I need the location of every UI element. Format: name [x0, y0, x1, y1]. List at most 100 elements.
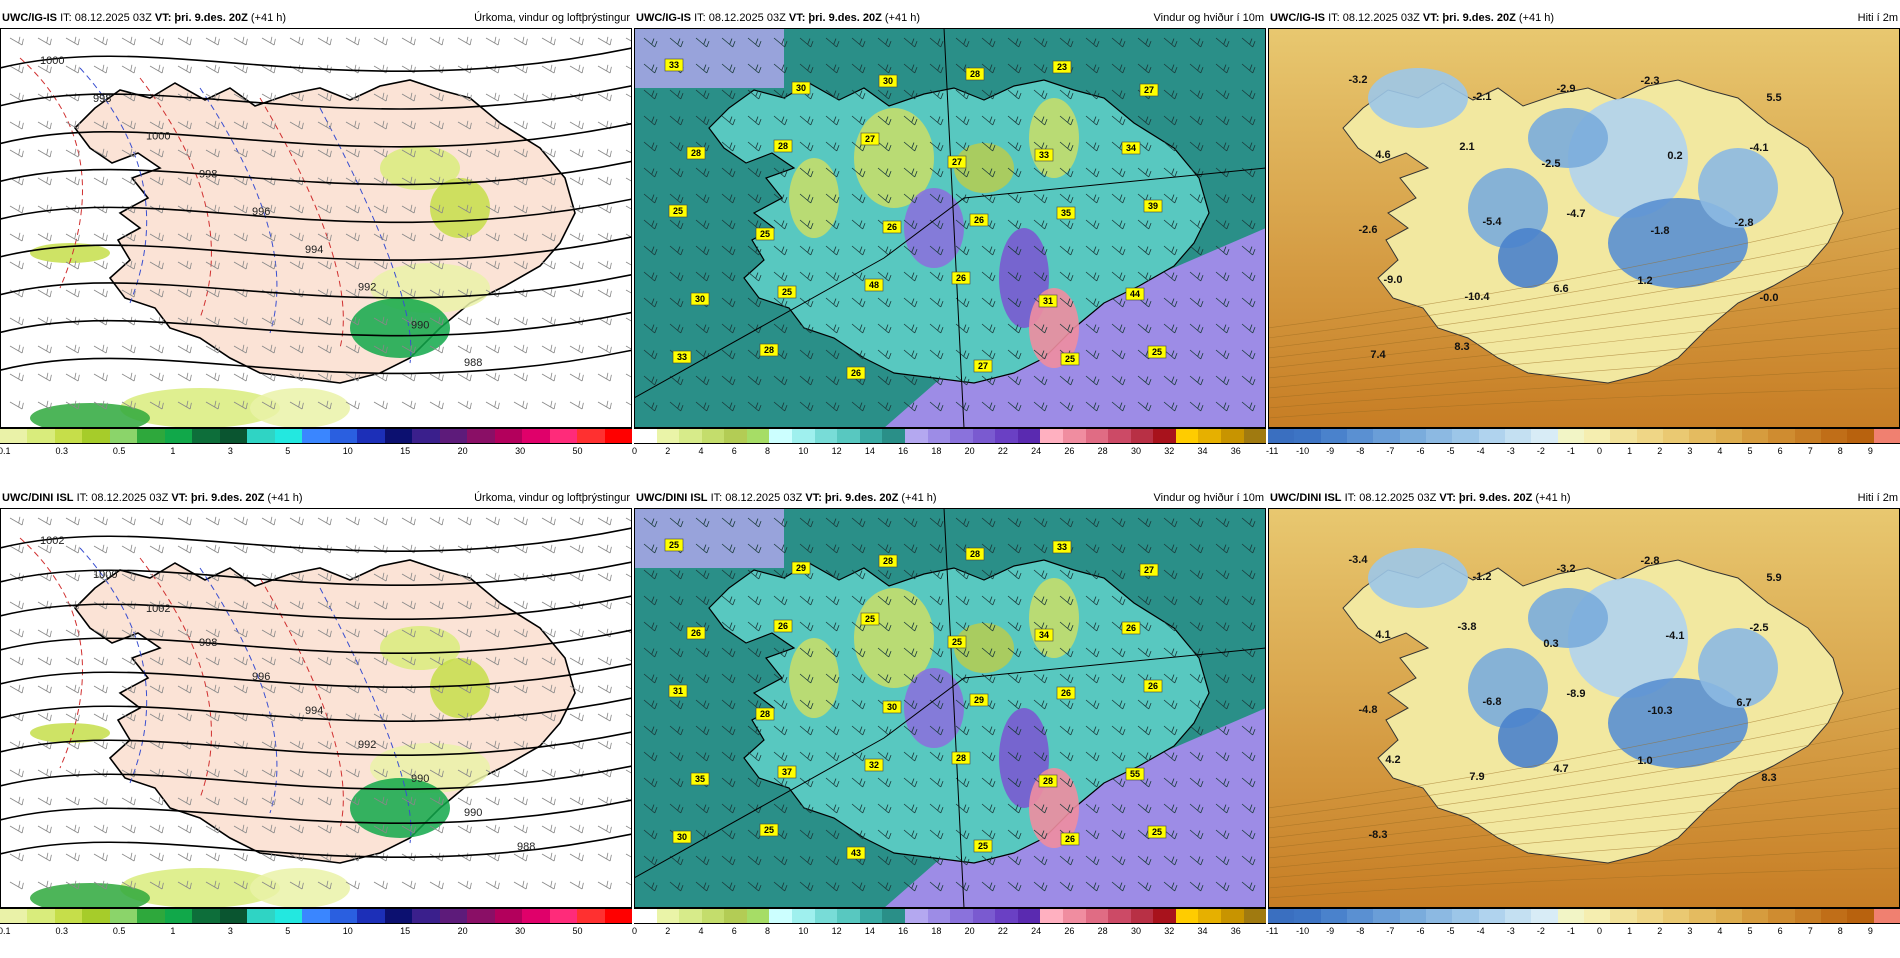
colorbar-tick-label: 0 — [632, 446, 637, 456]
colorbar-swatch — [440, 909, 467, 923]
gust-label: 25 — [948, 636, 966, 648]
colorbar-tick-label: -9 — [1326, 926, 1334, 936]
colorbar — [634, 428, 1266, 444]
colorbar-swatch — [973, 909, 996, 923]
temp-label: -3.2 — [1349, 74, 1368, 86]
colorbar-swatch — [928, 909, 951, 923]
gust-label: 32 — [865, 759, 883, 771]
model-name: UWC/DINI ISL — [1270, 492, 1342, 504]
colorbar-tick-label: 34 — [1197, 446, 1207, 456]
colorbar-swatch — [577, 909, 604, 923]
colorbar-tick-label: 50 — [573, 926, 583, 936]
colorbar-tick-label: -3 — [1507, 446, 1515, 456]
svg-text:28: 28 — [691, 148, 701, 158]
gust-label: 29 — [970, 694, 988, 706]
panel-precip-igis: UWC/IG-IS IT: 08.12.2025 03Z VT: þri. 9.… — [0, 10, 632, 478]
colorbar-swatch — [1768, 909, 1794, 923]
temp-label: 2.1 — [1459, 141, 1474, 153]
colorbar-swatch — [1086, 909, 1109, 923]
temp-area — [1698, 148, 1778, 228]
colorbar-tick-label: 10 — [343, 926, 353, 936]
isobar-label: 988 — [464, 357, 482, 369]
valid-time: þri. 9.des. 20Z — [174, 12, 247, 24]
colorbar-swatch — [522, 429, 549, 443]
svg-text:25: 25 — [1065, 354, 1075, 364]
svg-text:28: 28 — [970, 69, 980, 79]
svg-text:27: 27 — [952, 157, 962, 167]
colorbar-tick-label: 6 — [732, 446, 737, 456]
colorbar-tick-label: -4 — [1477, 446, 1485, 456]
init-time: IT: 08.12.2025 03Z — [77, 492, 169, 504]
colorbar-swatch — [330, 909, 357, 923]
temp-area — [1528, 588, 1608, 648]
temp-area — [1368, 548, 1468, 608]
colorbar-tick-label: 8 — [765, 446, 770, 456]
svg-text:33: 33 — [1039, 150, 1049, 160]
colorbar-tick-label: -1 — [1567, 926, 1575, 936]
colorbar-tick-label: 0.1 — [0, 446, 11, 456]
colorbar-swatch — [577, 429, 604, 443]
colorbar-swatch — [1637, 909, 1663, 923]
colorbar-tick-label: 1 — [1627, 926, 1632, 936]
colorbar-tick-label: 1 — [170, 446, 175, 456]
colorbar-swatch — [860, 909, 883, 923]
svg-text:34: 34 — [1126, 143, 1136, 153]
svg-text:30: 30 — [883, 76, 893, 86]
temp-label: -2.8 — [1641, 555, 1660, 567]
temp-label: -2.9 — [1557, 83, 1576, 95]
colorbar-swatch — [1742, 909, 1768, 923]
colorbar-tick-label: 7 — [1808, 446, 1813, 456]
gust-label: 27 — [1140, 84, 1158, 96]
isobar-label: 1000 — [40, 55, 64, 67]
colorbar-swatch — [1018, 909, 1041, 923]
colorbar-swatch — [1742, 429, 1768, 443]
colorbar-swatch — [330, 429, 357, 443]
colorbar-swatch — [1637, 429, 1663, 443]
colorbar-tick-label: 3 — [1687, 446, 1692, 456]
colorbar-tick-label: 1 — [170, 926, 175, 936]
colorbar-tick-label: 28 — [1098, 926, 1108, 936]
wind-zone — [1029, 578, 1079, 658]
valid-prefix: VT: — [1423, 12, 1440, 24]
isobar-label: 990 — [411, 773, 429, 785]
lead-time: (+41 h) — [901, 492, 936, 504]
colorbar-swatch — [995, 909, 1018, 923]
colorbar-swatch — [1531, 429, 1557, 443]
isobar-label: 1000 — [93, 569, 117, 581]
colorbar-swatch — [1689, 909, 1715, 923]
temp-label: -10.3 — [1647, 705, 1672, 717]
temp-label: -4.8 — [1359, 704, 1378, 716]
colorbar-tick-label: 14 — [865, 926, 875, 936]
colorbar-swatch — [192, 429, 219, 443]
colorbar-swatch — [1426, 909, 1452, 923]
colorbar-swatch — [1558, 429, 1584, 443]
isobar-label: 994 — [305, 705, 323, 717]
gust-label: 34 — [1122, 142, 1140, 154]
colorbar-tick-label: -10 — [1296, 446, 1309, 456]
colorbar-swatch — [302, 909, 329, 923]
colorbar-tick-label: 0.3 — [55, 446, 68, 456]
svg-text:28: 28 — [764, 345, 774, 355]
panel-title: Hiti í 2m — [1858, 490, 1898, 506]
panel-wind-igis: UWC/IG-IS IT: 08.12.2025 03Z VT: þri. 9.… — [634, 10, 1266, 478]
temp-label: -2.5 — [1542, 158, 1561, 170]
svg-text:26: 26 — [887, 222, 897, 232]
gust-label: 27 — [861, 133, 879, 145]
colorbar-swatch — [137, 909, 164, 923]
colorbar-tick-label: 8 — [1838, 446, 1843, 456]
model-name: UWC/IG-IS — [2, 12, 57, 24]
colorbar-swatch — [110, 429, 137, 443]
colorbar-swatch — [165, 429, 192, 443]
colorbar-tick-label: -8 — [1356, 926, 1364, 936]
temp-label: 6.7 — [1736, 697, 1751, 709]
colorbar-swatch — [837, 909, 860, 923]
model-name: UWC/DINI ISL — [2, 492, 74, 504]
colorbar-swatch — [1716, 429, 1742, 443]
panel-temp-dini: UWC/DINI ISL IT: 08.12.2025 03Z VT: þri.… — [1268, 490, 1900, 958]
panel-header: UWC/DINI ISL IT: 08.12.2025 03Z VT: þri.… — [0, 490, 632, 506]
colorbar-tick-label: 0.5 — [113, 446, 126, 456]
colorbar-swatch — [82, 429, 109, 443]
svg-text:27: 27 — [865, 134, 875, 144]
